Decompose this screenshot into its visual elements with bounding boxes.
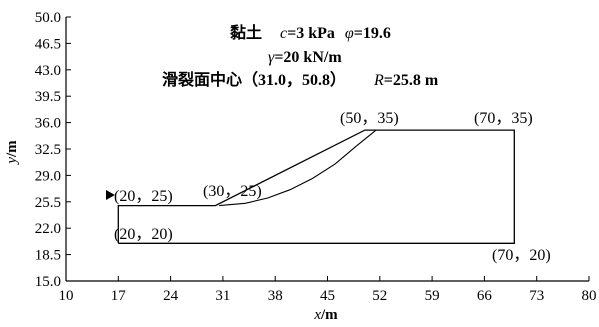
y-axis-label-unit: /m [4,140,20,158]
slip-center-label: 滑裂面中心（31.0，50.8） [162,70,346,89]
cohesion-value: =3 kPa [287,25,335,42]
y-tick-label: 25.5 [35,195,61,211]
x-axis-label-var: x [313,307,321,322]
y-axis-label: y/m [4,140,20,166]
y-tick-label: 15.0 [35,274,61,290]
point-label-50-35: (50，35) [340,110,399,127]
point-label-70-35: (70，35) [474,110,533,127]
param-line-2: γ=20 kN/m [268,49,342,66]
arrow-marker-icon [106,190,115,200]
x-tick-label: 66 [477,288,493,304]
point-label-70-20: (70，20) [492,247,551,264]
point-label-20-25: (20，25) [114,188,173,205]
x-axis-label: x/m [313,307,338,322]
x-tick-label: 17 [111,288,127,304]
y-tick-label: 32.5 [35,142,61,158]
x-tick-label: 80 [582,288,597,304]
y-axis-label-var: y [4,157,20,166]
y-tick-label: 43.0 [35,63,61,79]
x-tick-label: 73 [529,288,544,304]
cohesion-symbol: c [280,25,287,42]
unit-weight-symbol: γ [268,49,275,66]
x-tick-label: 45 [320,288,335,304]
param-line-1: 黏土 c=3 kPa φ=19.6 [230,23,391,42]
radius-value: =25.8 m [384,72,439,89]
y-tick-label: 29.0 [35,168,61,184]
point-label-30-25: (30，25) [203,183,262,200]
material-label: 黏土 [230,23,262,42]
friction-angle-value: =19.6 [354,25,391,42]
x-tick-label: 31 [215,288,230,304]
y-tick-label: 36.0 [35,116,61,132]
x-tick-label: 24 [163,288,179,304]
x-tick-label: 59 [425,288,440,304]
x-tick-label: 38 [268,288,283,304]
param-line-3: 滑裂面中心（31.0，50.8） R=25.8 m [162,70,439,89]
y-tick-label: 18.5 [35,248,61,264]
x-tick-label: 52 [372,288,387,304]
point-label-20-20: (20，20) [114,226,173,243]
slope-outline [117,129,515,244]
slip-surface-curve [219,129,377,207]
y-tick-label: 46.5 [35,36,61,52]
x-tick-label: 10 [59,288,74,304]
y-tick-label: 50.0 [35,10,61,26]
friction-angle-symbol: φ [345,25,354,42]
x-axis-label-unit: /m [320,307,338,322]
radius-symbol: R [373,72,384,89]
y-tick-label: 22.0 [35,221,61,237]
y-tick-label: 39.5 [35,89,61,105]
unit-weight-value: =20 kN/m [274,49,342,66]
